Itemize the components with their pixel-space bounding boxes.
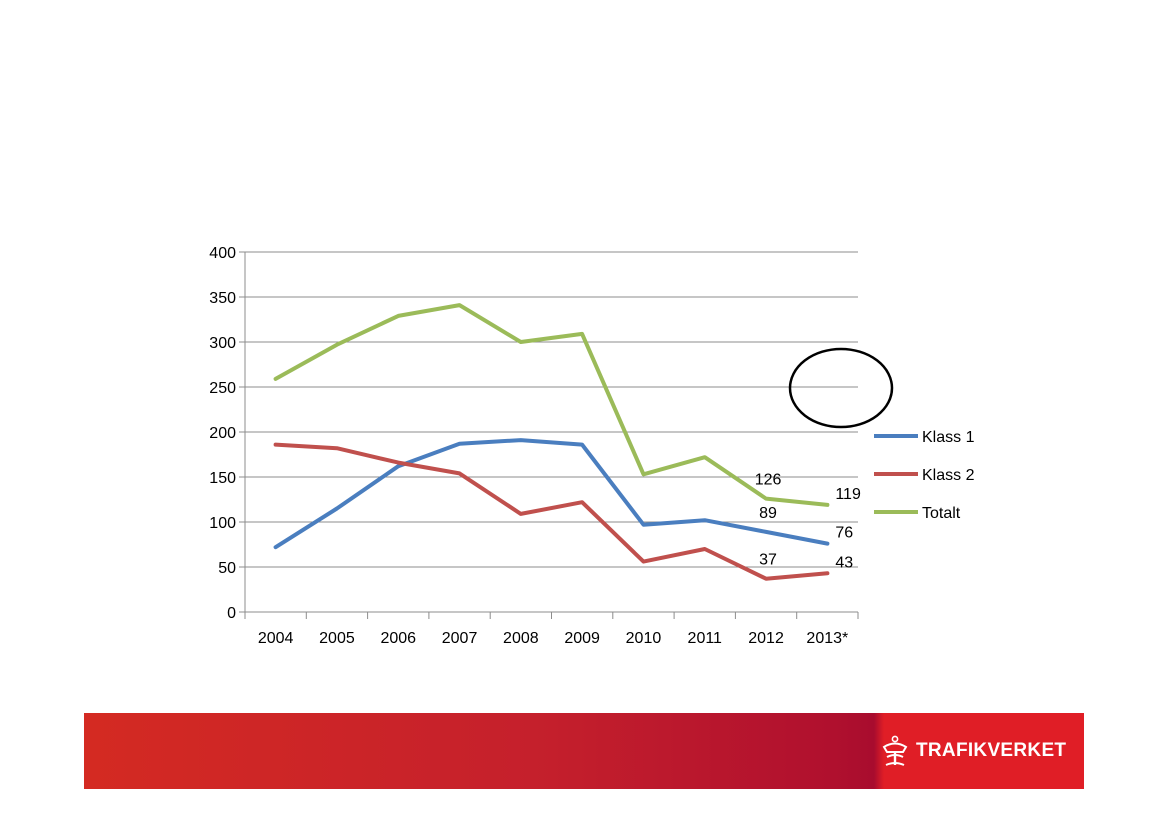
trafikverket-logo: TRAFIKVERKET: [880, 734, 1066, 768]
x-tick-label: 2008: [503, 630, 539, 647]
data-label: 126: [755, 472, 782, 489]
crown-icon: [882, 735, 908, 766]
series-line-1: [273, 438, 830, 550]
series-lines: [273, 303, 830, 581]
series-line-3: [273, 303, 830, 507]
x-tick-label: 2011: [688, 630, 723, 647]
legend: Klass 1 Klass 2 Totalt: [874, 429, 975, 522]
y-tick-label: 250: [209, 380, 236, 397]
x-tick-label: 2006: [380, 630, 416, 647]
axes: [239, 251, 859, 619]
data-label: 89: [759, 505, 777, 522]
data-label: 37: [759, 552, 777, 569]
x-tick-label: 2007: [442, 630, 478, 647]
highlight-circle: [788, 347, 894, 429]
y-tick-label: 200: [209, 425, 236, 442]
y-tick-label: 300: [209, 335, 236, 352]
x-tick-label: 2012: [748, 630, 784, 647]
legend-label: Klass 1: [922, 429, 975, 446]
x-tick-label: 2005: [319, 630, 355, 647]
legend-label: Totalt: [922, 505, 961, 522]
series-line-2: [273, 442, 830, 581]
y-tick-labels: 0 50 100 150 200 250 300 350 400: [209, 245, 236, 622]
x-tick-label: 2013*: [806, 630, 848, 647]
y-tick-label: 400: [209, 245, 236, 262]
x-tick-label: 2010: [626, 630, 662, 647]
x-tick-labels: 2004 2005 2006 2007 2008 2009 2010 2011 2012 2013…: [258, 630, 848, 647]
y-tick-label: 150: [209, 470, 236, 487]
y-tick-label: 50: [218, 560, 236, 577]
logo-text: TRAFIKVERKET: [916, 740, 1067, 761]
data-label: 119: [835, 486, 861, 503]
x-tick-label: 2009: [564, 630, 600, 647]
data-labels: 126 119 89 76 37 43: [755, 472, 861, 572]
footer-bar: [84, 713, 1084, 789]
legend-label: Klass 2: [922, 467, 975, 484]
data-label: 43: [835, 554, 853, 571]
y-tick-label: 100: [209, 515, 236, 532]
y-tick-label: 0: [227, 605, 236, 622]
data-label: 76: [835, 525, 853, 542]
y-tick-label: 350: [209, 290, 236, 307]
x-tick-label: 2004: [258, 630, 294, 647]
